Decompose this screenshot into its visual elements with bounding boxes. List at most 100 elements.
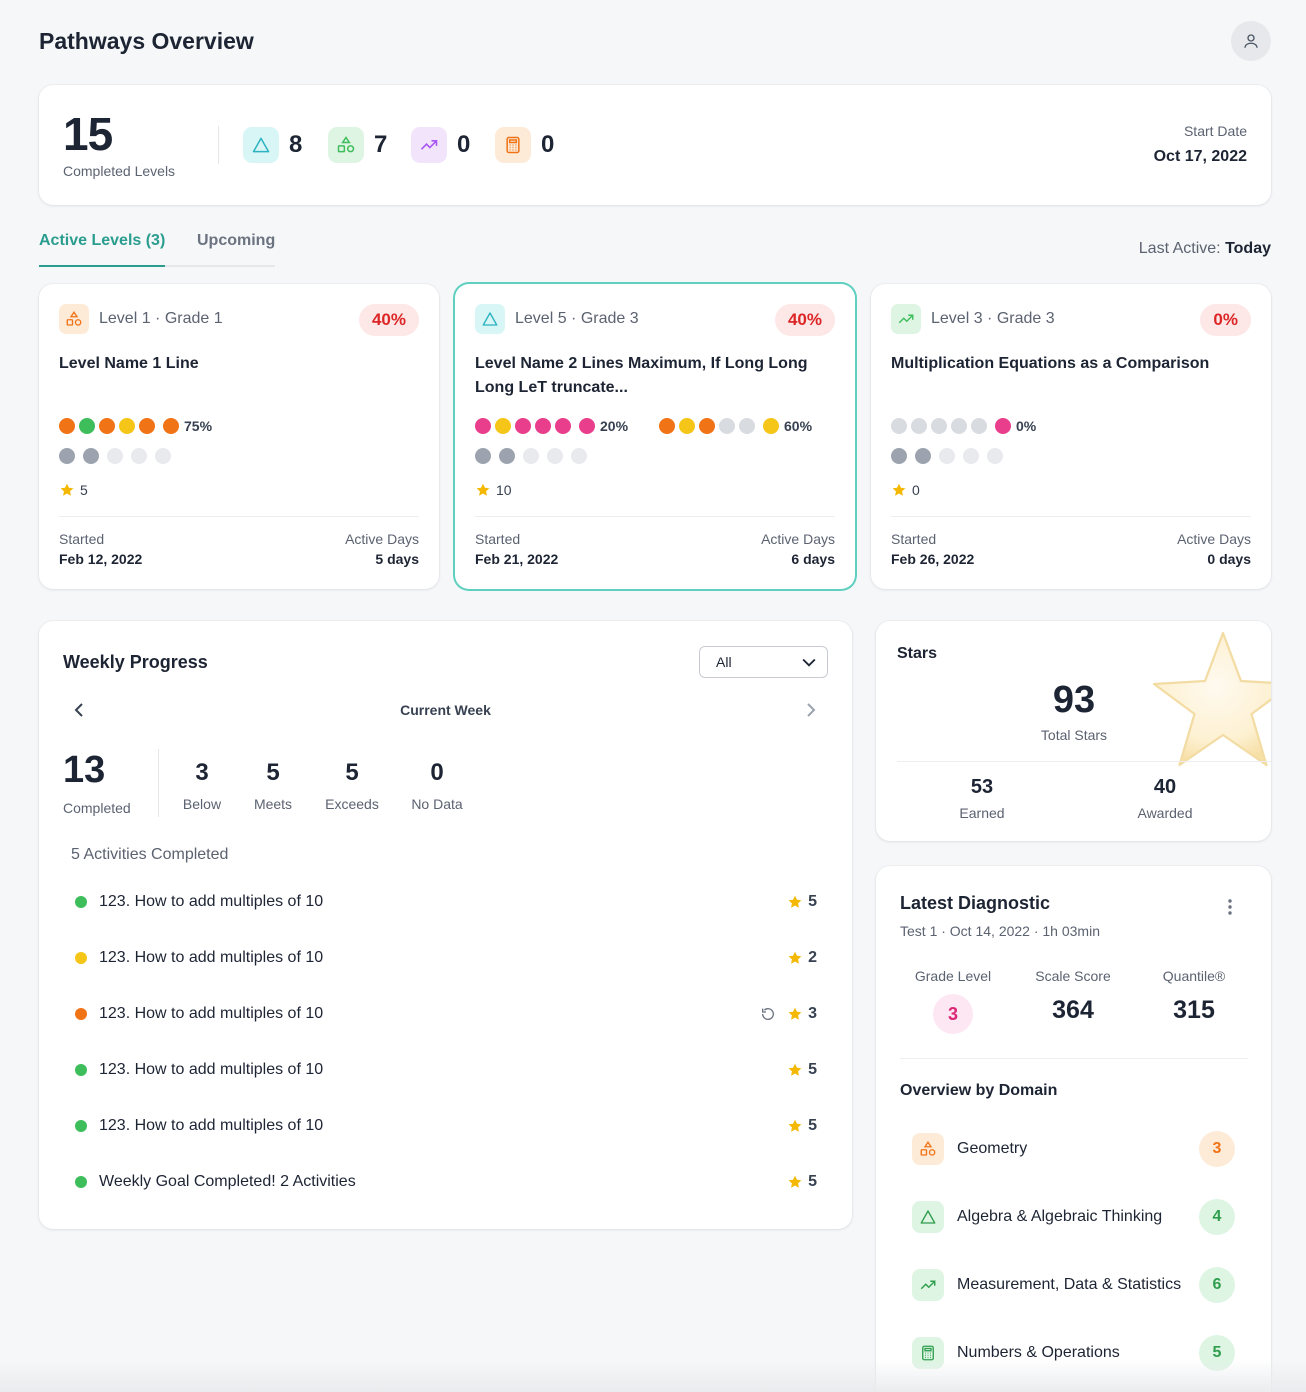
level-card-1[interactable]: Level 1 · Grade 1 40% Level Name 1 Line … — [39, 284, 439, 589]
chevron-left-icon[interactable] — [72, 701, 86, 719]
progress-dot — [499, 448, 515, 464]
total-stars-label: Total Stars — [1040, 727, 1108, 743]
domain-row-algebra[interactable]: Algebra & Algebraic Thinking 4 — [912, 1199, 1235, 1235]
domain-score-badge: 6 — [1199, 1267, 1235, 1303]
last-active: Last Active: Today — [1139, 240, 1271, 258]
domain-stat-value: 0 — [457, 131, 471, 158]
progress-dot — [987, 448, 1003, 464]
weekly-completed-label: Completed — [63, 800, 131, 816]
progress-dots-row-2 — [59, 448, 171, 464]
domain-stat-measurement: 0 — [411, 127, 470, 163]
level-card-2[interactable]: Level 5 · Grade 3 40% Level Name 2 Lines… — [455, 284, 855, 589]
activity-name: 123. How to add multiples of 10 — [99, 893, 324, 910]
activity-row[interactable]: 123. How to add multiples of 10 5 — [75, 1114, 817, 1138]
progress-dot — [107, 448, 123, 464]
calculator-icon — [495, 127, 531, 163]
domain-name: Measurement, Data & Statistics — [957, 1276, 1182, 1293]
progress-dot — [963, 448, 979, 464]
started-label: Started — [891, 531, 937, 547]
avatar[interactable] — [1231, 21, 1271, 61]
grade-level-value: 3 — [933, 994, 973, 1034]
weekly-filter-select[interactable]: All — [699, 646, 828, 678]
progress-dot — [719, 418, 735, 434]
domain-score-badge: 3 — [1199, 1131, 1235, 1167]
started-date: Feb 12, 2022 — [59, 551, 143, 567]
domain-row-measurement[interactable]: Measurement, Data & Statistics 6 — [912, 1267, 1235, 1303]
divider — [59, 516, 419, 517]
activity-row[interactable]: 123. How to add multiples of 10 5 — [75, 1058, 817, 1082]
progress-dots-row-1: 0% — [891, 418, 1036, 434]
retry-icon[interactable] — [760, 1006, 776, 1022]
start-date-label: Start Date — [1183, 123, 1247, 139]
chevron-down-icon — [802, 658, 816, 667]
level-stars: 0 — [891, 482, 920, 498]
progress-dot — [659, 418, 675, 434]
level-title: Level 5 · Grade 3 — [515, 310, 639, 327]
domain-row-geometry[interactable]: Geometry 3 — [912, 1131, 1235, 1167]
tab-active-indicator — [39, 265, 165, 267]
diagnostic-title: Latest Diagnostic — [900, 893, 1051, 913]
domain-name: Geometry — [957, 1140, 1028, 1157]
progress-dot — [59, 418, 75, 434]
shapes-icon — [912, 1133, 944, 1165]
chevron-right-icon[interactable] — [804, 701, 818, 719]
activity-row[interactable]: 123. How to add multiples of 10 3 — [75, 1002, 817, 1026]
domain-row-numbers[interactable]: Numbers & Operations 5 — [912, 1335, 1235, 1371]
level-name: Level Name 2 Lines Maximum, If Long Long… — [475, 355, 808, 396]
level-stars: 10 — [475, 482, 512, 498]
tab-upcoming[interactable]: Upcoming — [197, 232, 276, 249]
trend-up-icon — [912, 1269, 944, 1301]
weekly-stat-label: Meets — [253, 796, 293, 812]
user-icon — [1244, 34, 1258, 48]
progress-dot — [931, 418, 947, 434]
star-icon — [788, 895, 802, 908]
shapes-icon — [59, 304, 89, 334]
activity-name: 123. How to add multiples of 10 — [99, 1061, 324, 1078]
progress-dot — [951, 418, 967, 434]
progress-dots-row-1: 20% — [475, 418, 628, 434]
status-dot — [75, 1120, 87, 1132]
progress-dot — [891, 418, 907, 434]
progress-dot — [515, 418, 531, 434]
activity-name: 123. How to add multiples of 10 — [99, 1117, 324, 1134]
domain-name: Algebra & Algebraic Thinking — [957, 1208, 1163, 1225]
current-week-label: Current Week — [400, 702, 491, 718]
status-dot — [75, 952, 87, 964]
weekly-progress-card: Weekly Progress All Current Week 13 Comp… — [39, 621, 852, 1229]
stars-earned-value: 53 — [970, 776, 994, 798]
progress-dot — [523, 448, 539, 464]
status-dot — [75, 1008, 87, 1020]
level-stars: 5 — [59, 482, 88, 498]
progress-percent: 0% — [1016, 418, 1037, 434]
weekly-stat-exceeds: 5 Exceeds — [307, 759, 397, 812]
weekly-stat-no-data: 0 No Data — [392, 759, 482, 812]
star-decoration-icon — [1152, 631, 1271, 767]
activity-row[interactable]: Weekly Goal Completed! 2 Activities 5 — [75, 1170, 817, 1194]
activity-stars: 5 — [808, 893, 817, 910]
weekly-stat-value: 5 — [345, 759, 359, 786]
star-icon — [788, 1119, 802, 1132]
star-icon — [788, 1175, 802, 1188]
level-card-3[interactable]: Level 3 · Grade 3 0% Multiplication Equa… — [871, 284, 1271, 589]
grade-level-label: Grade Level — [914, 968, 992, 984]
progress-dot — [79, 418, 95, 434]
level-name: Multiplication Equations as a Comparison — [891, 355, 1210, 372]
progress-dot — [739, 418, 755, 434]
kebab-menu-icon[interactable] — [1224, 897, 1236, 917]
level-title: Level 3 · Grade 3 — [931, 310, 1055, 327]
star-icon — [476, 483, 490, 496]
stars-awarded-label: Awarded — [1137, 805, 1193, 821]
activity-stars: 3 — [808, 1005, 817, 1022]
bottom-fade — [0, 1360, 1306, 1392]
tab-active-levels[interactable]: Active Levels (3) — [39, 232, 166, 249]
progress-dot — [99, 418, 115, 434]
activity-stars: 5 — [808, 1061, 817, 1078]
progress-dot — [163, 418, 179, 434]
progress-dots-row-2 — [891, 448, 1003, 464]
star-icon — [788, 1063, 802, 1076]
activity-row[interactable]: 123. How to add multiples of 10 2 — [75, 946, 817, 970]
divider — [897, 761, 1271, 762]
level-percent-badge: 40% — [774, 304, 835, 336]
activity-row[interactable]: 123. How to add multiples of 10 5 — [75, 890, 817, 914]
star-icon — [60, 483, 74, 496]
